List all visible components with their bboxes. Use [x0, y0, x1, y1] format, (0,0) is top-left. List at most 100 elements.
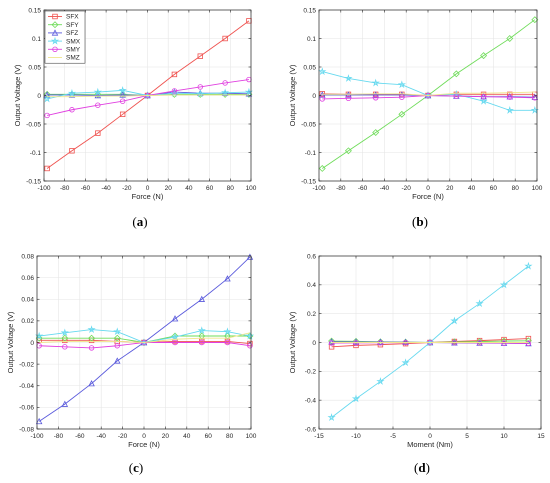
x-tick-label: -80	[336, 185, 346, 192]
data-point-smx	[43, 94, 52, 103]
data-point-sfz	[198, 295, 206, 302]
data-point-smy	[171, 88, 178, 94]
x-tick-label: -20	[401, 185, 411, 192]
x-tick-label: -15	[314, 433, 324, 440]
data-point-sfz	[402, 338, 409, 345]
x-tick-label: 40	[468, 185, 476, 192]
y-tick-label: 0.15	[303, 7, 316, 14]
data-point-sfx	[501, 336, 507, 343]
data-point-smy	[453, 93, 460, 99]
legend-label-sfy: SFY	[66, 22, 79, 29]
y-tick-label: -0.1	[305, 150, 317, 157]
data-point-sfx	[95, 130, 101, 136]
y-tick-label: -0.02	[19, 361, 34, 368]
y-tick-label: -0.05	[26, 121, 41, 128]
x-tick-label: 60	[205, 433, 213, 440]
x-tick-label: 0	[142, 433, 146, 440]
x-tick-label: -60	[81, 185, 91, 192]
y-tick-label: 0.6	[307, 253, 316, 260]
data-point-smx	[371, 78, 380, 87]
data-point-smx	[475, 299, 484, 308]
data-point-smx	[327, 413, 336, 421]
legend-label-smy: SMY	[66, 47, 81, 54]
x-axis-label: Moment (Nm)	[407, 440, 453, 449]
data-point-sfz	[224, 275, 231, 282]
data-point-smx	[505, 106, 514, 114]
x-tick-label: -20	[122, 185, 132, 192]
y-tick-label: -0.1	[30, 150, 42, 157]
legend-marker-smx	[50, 36, 60, 45]
data-point-smy	[501, 340, 507, 346]
data-point-smy	[247, 343, 253, 349]
x-tick-label: 100	[532, 185, 543, 192]
data-point-smy	[480, 93, 487, 100]
data-point-sfz	[506, 93, 514, 100]
legend-label-smz: SMZ	[66, 55, 80, 62]
data-point-sfy	[223, 332, 231, 340]
data-point-smx	[318, 67, 327, 76]
legend-label-sfz: SFZ	[66, 30, 78, 37]
x-tick-label: 80	[227, 185, 235, 192]
data-point-sfz	[171, 315, 179, 322]
data-point-smy	[62, 344, 68, 350]
y-tick-label: -0.15	[26, 178, 41, 185]
y-tick-label: 0	[312, 93, 316, 100]
data-point-smy	[345, 95, 352, 102]
chart-panel-c: -100 -80 -60 -40 -20 0 20 40 60 80 100 -0.08 -0.06 -0…	[6, 253, 257, 475]
data-point-sfy	[398, 110, 406, 118]
x-tick-label: -40	[101, 185, 111, 192]
y-tick-label: -0.4	[305, 397, 317, 404]
x-tick-label: -80	[54, 433, 64, 440]
data-point-smy	[172, 339, 178, 346]
y-tick-label: 0.04	[21, 297, 34, 304]
data-point-smx	[344, 74, 353, 82]
y-axis-label: Output Voltage (V)	[288, 64, 297, 126]
data-point-smy	[197, 84, 203, 90]
data-point-sfz	[328, 338, 335, 345]
data-point-smx	[170, 332, 180, 341]
x-tick-label: 0	[428, 433, 432, 440]
data-point-smx	[60, 328, 69, 337]
y-tick-label: 0.02	[21, 318, 34, 325]
data-point-smy	[319, 96, 325, 102]
y-tick-label: 0	[30, 340, 34, 347]
data-point-smy	[525, 340, 532, 347]
data-point-sfy	[318, 164, 326, 172]
data-point-sfz	[94, 91, 102, 99]
panel-caption: (b)	[412, 214, 428, 229]
data-point-sfz	[352, 338, 360, 345]
x-tick-label: 20	[165, 185, 173, 192]
y-tick-label: -0.6	[305, 426, 317, 433]
y-tick-label: -0.06	[19, 405, 34, 412]
x-tick-label: 60	[490, 185, 498, 192]
legend-label-sfx: SFX	[66, 14, 79, 21]
y-tick-label: -0.15	[301, 178, 316, 185]
data-point-sfx	[197, 53, 203, 59]
data-point-smx	[397, 80, 406, 89]
data-point-sfy	[452, 70, 460, 78]
data-point-smy	[88, 345, 95, 351]
x-tick-label: 10	[500, 433, 508, 440]
data-point-sfx	[119, 111, 126, 118]
data-point-sfy	[476, 338, 484, 346]
x-tick-label: -100	[30, 433, 43, 440]
data-point-sfz	[61, 400, 69, 407]
data-point-sfx	[222, 35, 228, 42]
data-point-sfz	[377, 338, 384, 345]
x-tick-label: -80	[60, 185, 70, 192]
data-point-smy	[119, 98, 126, 104]
x-tick-label: -100	[37, 185, 50, 192]
y-tick-label: 0.06	[21, 275, 34, 282]
x-axis-label: Force (N)	[412, 192, 444, 201]
data-point-smx	[351, 394, 361, 403]
data-point-sfz	[119, 91, 126, 98]
data-point-sfx	[171, 71, 178, 78]
x-tick-label: -5	[390, 433, 396, 440]
x-tick-label: 20	[446, 185, 454, 192]
x-tick-label: -60	[358, 185, 368, 192]
y-tick-label: 0.05	[303, 64, 316, 71]
data-point-sfx	[44, 165, 50, 172]
data-point-sfy	[344, 147, 352, 155]
data-point-smx	[450, 316, 459, 325]
data-point-smy	[328, 340, 335, 346]
